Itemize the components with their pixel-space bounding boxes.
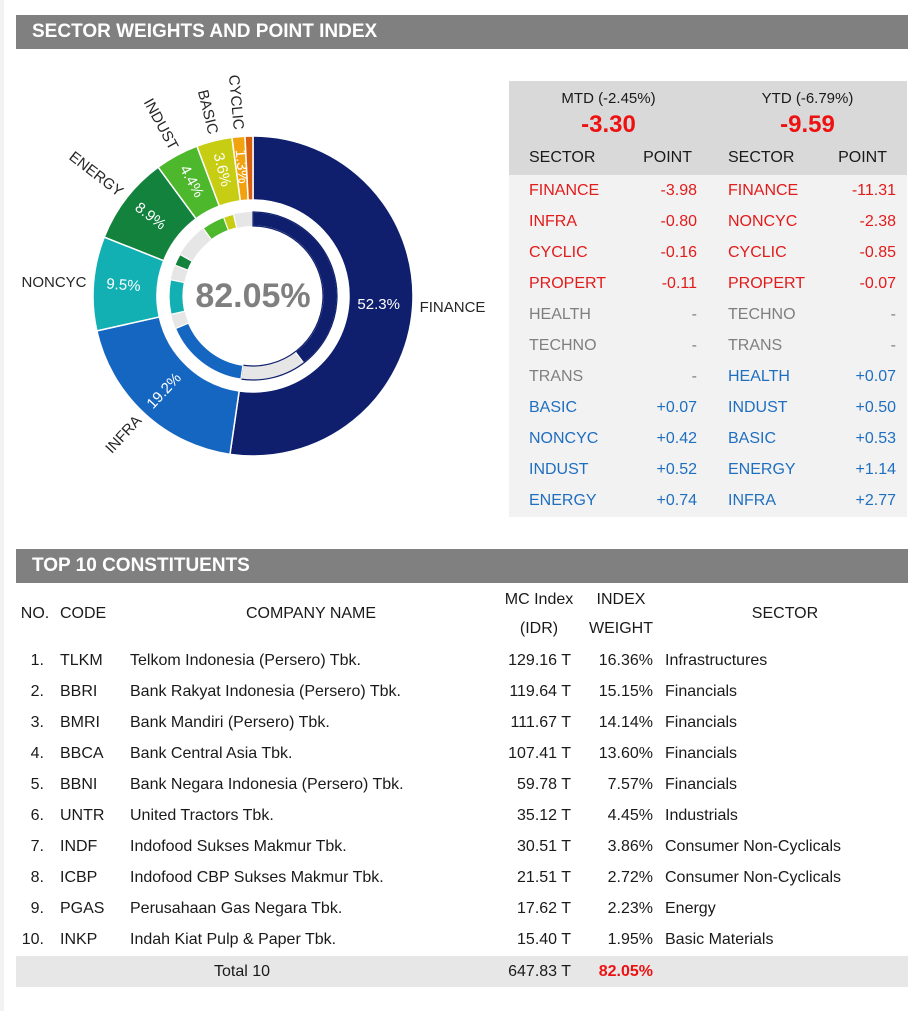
ytd-row: HEALTH +0.07 [728,368,896,385]
mtd-panel: MTD (-2.45%) -3.30 SECTOR POINT FINANCE -… [509,81,708,517]
ytd-title: YTD (-6.79%) [761,90,854,107]
ytd-row: TECHNO - [728,306,896,323]
header-index: INDEX [596,591,646,608]
mtd-total: -3.30 [581,111,636,138]
header-mc-idr: (IDR) [519,620,559,637]
donut-value-noncyc: 9.5% [106,275,141,295]
ytd-col-sector: SECTOR [728,149,795,166]
mtd-title: MTD (-2.45%) [561,90,656,107]
total-mc: 647.83 T [508,963,571,980]
donut-label-noncyc: NONCYC [21,274,86,291]
table-row: 6. UNTR United Tractors Tbk. 35.12 T 4.45% In… [30,807,738,824]
donut-label-infra: INFRA [102,412,145,457]
header-weight: WEIGHT [589,620,653,637]
table-row: 5. BBNI Bank Negara Indonesia (Persero) Tb… [30,776,738,793]
ytd-row: FINANCE -11.31 [728,182,896,199]
table-row: 7. INDF Indofood Sukses Makmur Tbk. 30.51 T… [30,838,842,855]
ytd-col-point: POINT [838,149,887,166]
ytd-total: -9.59 [780,111,835,138]
ytd-row: NONCYC -2.38 [728,213,896,230]
mtd-row: BASIC +0.07 [529,399,697,416]
donut-slice-others [244,135,254,201]
header-code: CODE [60,605,107,622]
ytd-row: INFRA +2.77 [728,492,896,509]
table-row: 10. INKP Indah Kiat Pulp & Paper Tbk. 15.40… [21,931,774,948]
ytd-row: TRANS - [728,337,896,354]
mtd-row: CYCLIC -0.16 [529,244,697,261]
mtd-row: NONCYC +0.42 [529,430,697,447]
constituents-section-title: TOP 10 CONSTITUENTS [16,549,908,583]
ytd-panel: YTD (-6.79%) -9.59 SECTOR POINT FINANCE -… [708,81,907,517]
inner-slice-infra [174,322,244,380]
inner-slice-energy [174,253,193,272]
header-sector: SECTOR [751,605,819,622]
donut-label-indust: INDUST [140,96,182,153]
mtd-col-point: POINT [643,149,692,166]
mtd-row: PROPERT -0.11 [529,275,697,292]
ytd-row: ENERGY +1.14 [728,461,896,478]
mtd-row: TECHNO - [529,337,697,354]
table-row: 3. BMRI Bank Mandiri (Persero) Tbk. 111.67 … [30,714,738,731]
donut-value-finance: 52.3% [357,296,400,313]
header-no: NO. [20,605,50,622]
mtd-row: FINANCE -3.98 [529,182,697,199]
ytd-rows: FINANCE -11.31 NONCYC -2.38 CYCLIC -0.85 PR… [708,175,907,516]
table-row: 8. ICBP Indofood CBP Sukses Makmur Tbk. 21.… [30,869,842,886]
donut-label-finance: FINANCE [420,299,486,316]
inner-slice-noncyc [168,279,186,316]
donut-center-value: 82.05% [195,277,310,315]
total-row: Total 10 647.83 T 82.05% [16,956,908,987]
total-weight: 82.05% [598,963,653,980]
donut-label-cyclic: CYCLIC [225,74,247,130]
ytd-row: BASIC +0.53 [728,430,896,447]
mtd-row: TRANS - [529,368,697,385]
mtd-col-sector: SECTOR [529,149,596,166]
mtd-row: HEALTH - [529,306,697,323]
donut-label-energy: ENERGY [66,148,127,200]
header-mc-index: MC Index [504,591,574,608]
mtd-row: INDUST +0.52 [529,461,697,478]
table-row: 2. BBRI Bank Rakyat Indonesia (Persero) Tb… [30,683,738,700]
ytd-header: YTD (-6.79%) -9.59 SECTOR POINT [708,81,907,175]
header-company-name: COMPANY NAME [245,605,377,622]
mtd-row: ENERGY +0.74 [529,492,697,509]
table-row: 1. TLKM Telkom Indonesia (Persero) Tbk. 129… [30,652,768,669]
sector-donut-chart: 52.3% FINANCE19.2%INFRA9.5%NONCYC8.9%ENER… [21,74,486,457]
donut-slice-finance [229,135,414,457]
sector-section-title: SECTOR WEIGHTS AND POINT INDEX [16,15,908,49]
donut-label-basic: BASIC [194,88,221,136]
left-edge [0,0,4,1011]
table-row: 4. BBCA Bank Central Asia Tbk. 107.41 T 13.6… [30,745,738,762]
mtd-header: MTD (-2.45%) -3.30 SECTOR POINT [509,81,708,175]
mtd-rows: FINANCE -3.98 INFRA -0.80 CYCLIC -0.16 PROP… [509,175,708,516]
ytd-row: CYCLIC -0.85 [728,244,896,261]
ytd-row: PROPERT -0.07 [728,275,896,292]
inner-slice-basic [222,213,238,232]
mtd-row: INFRA -0.80 [529,213,697,230]
total-label: Total 10 [214,963,271,980]
ytd-row: INDUST +0.50 [728,399,896,416]
